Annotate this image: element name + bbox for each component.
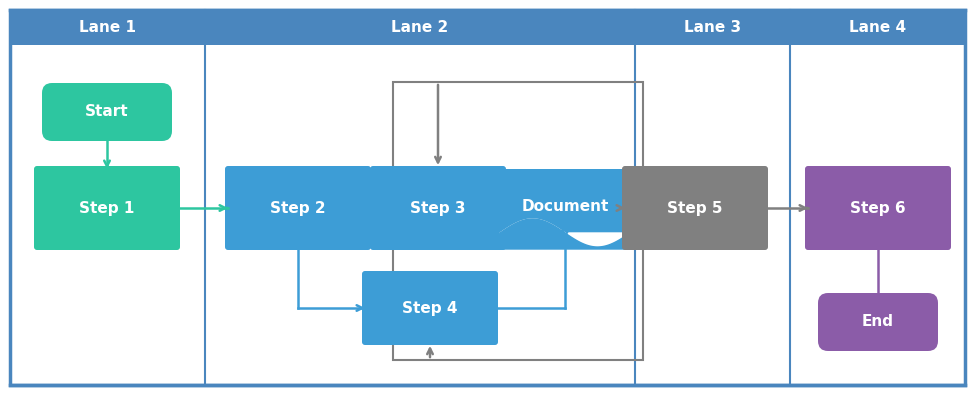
FancyBboxPatch shape [34,166,180,250]
Bar [393,82,643,360]
FancyBboxPatch shape [42,83,172,141]
Text: Step 6: Step 6 [850,201,906,216]
Text: Lane 1: Lane 1 [79,20,136,35]
Bar [500,169,630,233]
FancyBboxPatch shape [225,166,371,250]
Bar [790,10,965,45]
FancyBboxPatch shape [622,166,768,250]
Text: Lane 3: Lane 3 [683,20,741,35]
Text: End: End [862,314,894,329]
Text: Start: Start [85,105,129,120]
Text: Step 1: Step 1 [79,201,135,216]
FancyBboxPatch shape [370,166,506,250]
FancyBboxPatch shape [805,166,951,250]
Text: Step 5: Step 5 [667,201,722,216]
Text: Document: Document [522,199,608,214]
Polygon shape [500,219,630,247]
Polygon shape [500,219,630,249]
Text: Lane 4: Lane 4 [849,20,906,35]
Bar [205,10,635,45]
Text: Lane 2: Lane 2 [391,20,448,35]
Text: Step 3: Step 3 [410,201,466,216]
Bar [10,10,205,45]
Text: Step 2: Step 2 [270,201,326,216]
FancyBboxPatch shape [362,271,498,345]
Bar [635,10,790,45]
Text: Step 4: Step 4 [403,301,457,316]
FancyBboxPatch shape [818,293,938,351]
